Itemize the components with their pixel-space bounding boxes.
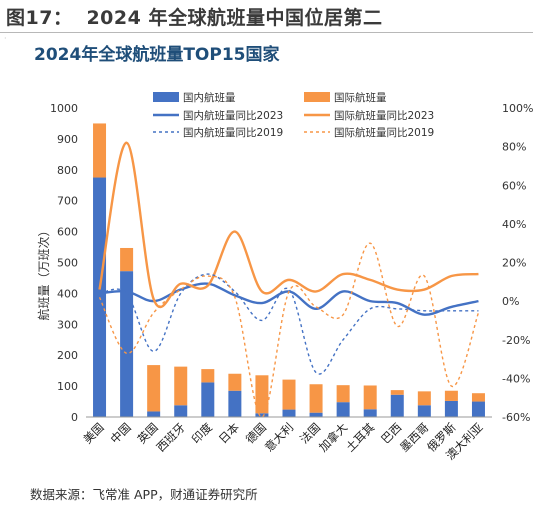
x-tick-label: 加拿大 — [316, 420, 351, 455]
bar-domestic — [309, 412, 323, 417]
legend-label: 国内航班量 — [183, 91, 236, 104]
bar-domestic — [255, 413, 269, 417]
figure-caption: 图17： 2024 年全球航班量中国位居第二 — [6, 3, 382, 30]
x-tick-label: 意大利 — [262, 420, 296, 454]
y-tick-label: 900 — [57, 133, 78, 146]
y2-tick-label: 100% — [502, 102, 533, 115]
legend-label: 国内航班量同比2019 — [183, 126, 283, 139]
series-line-3 — [99, 273, 479, 375]
y-tick-label: 200 — [57, 349, 78, 362]
bar-international — [336, 385, 350, 403]
y2-tick-label: 40% — [502, 218, 526, 231]
legend-label: 国际航班量同比2023 — [334, 109, 434, 122]
series-line-2 — [98, 141, 479, 309]
y-tick-label: 300 — [57, 318, 78, 331]
bar-international — [444, 390, 458, 401]
bar-domestic — [228, 390, 242, 417]
y-tick-label: 500 — [57, 257, 78, 270]
figure-caption-text: 2024 年全球航班量中国位居第二 — [86, 7, 383, 29]
x-tick-label: 日本 — [216, 420, 243, 447]
y2-tick-label: -20% — [502, 334, 530, 347]
bar-international — [201, 369, 215, 383]
y-tick-label: 700 — [57, 195, 78, 208]
x-tick-label: 土耳其 — [343, 420, 377, 454]
x-tick-label: 墨西哥 — [397, 420, 431, 454]
y2-tick-label: 60% — [502, 179, 526, 192]
y2-tick-label: 80% — [502, 141, 526, 154]
legend-swatch — [304, 92, 330, 102]
margin-mark: · — [4, 34, 7, 43]
y2-tick-label: 20% — [502, 257, 526, 270]
y-tick-label: 800 — [57, 164, 78, 177]
bar-international — [174, 366, 188, 406]
legend-label: 国际航班量同比2019 — [334, 126, 434, 139]
y-tick-label: 0 — [71, 411, 78, 424]
legend-label: 国内航班量同比2023 — [183, 109, 283, 122]
bar-domestic — [390, 394, 404, 417]
y-tick-label: 400 — [57, 287, 78, 300]
y2-tick-label: -40% — [502, 372, 530, 385]
bar-domestic — [282, 409, 296, 417]
bar-international — [309, 384, 323, 413]
bar-domestic — [147, 411, 161, 417]
bar-international — [282, 379, 296, 410]
legend-swatch — [153, 92, 179, 102]
bar-domestic — [444, 400, 458, 417]
data-source: 数据来源：飞常准 APP，财通证券研究所 — [30, 487, 258, 502]
figure-number: 图17： — [6, 7, 73, 29]
x-tick-label: 中国 — [108, 420, 134, 446]
y-tick-label: 1000 — [50, 102, 78, 115]
x-tick-label: 美国 — [80, 420, 106, 446]
bar-domestic — [471, 401, 485, 417]
series-line-4 — [98, 242, 480, 418]
bar-international — [147, 365, 161, 412]
bar-international — [390, 390, 404, 395]
bar-international — [228, 373, 242, 391]
y-axis-label: 航班量（万班次） — [36, 224, 51, 320]
header-divider — [0, 32, 533, 33]
bar-domestic — [417, 405, 431, 417]
bar-domestic — [174, 405, 188, 417]
bar-international — [255, 375, 269, 414]
bar-international — [363, 385, 377, 410]
y2-tick-label: -60% — [502, 411, 530, 424]
chart-title: 2024年全球航班量TOP15国家 — [34, 45, 280, 65]
y2-tick-label: 0% — [502, 295, 519, 308]
bar-domestic — [363, 409, 377, 417]
y-tick-label: 100 — [57, 380, 78, 393]
bar-domestic — [336, 402, 350, 417]
bar-domestic — [120, 271, 134, 417]
bar-domestic — [201, 382, 215, 417]
bar-international — [471, 393, 485, 402]
x-tick-label: 印度 — [189, 420, 216, 447]
legend-label: 国际航班量 — [334, 91, 387, 104]
x-tick-label: 西班牙 — [154, 420, 188, 454]
y-tick-label: 600 — [57, 226, 78, 239]
figure-header: 图17： 2024 年全球航班量中国位居第二 — [0, 0, 533, 32]
bar-international — [417, 391, 431, 406]
bar-international — [120, 247, 134, 272]
bar-international — [93, 123, 107, 178]
